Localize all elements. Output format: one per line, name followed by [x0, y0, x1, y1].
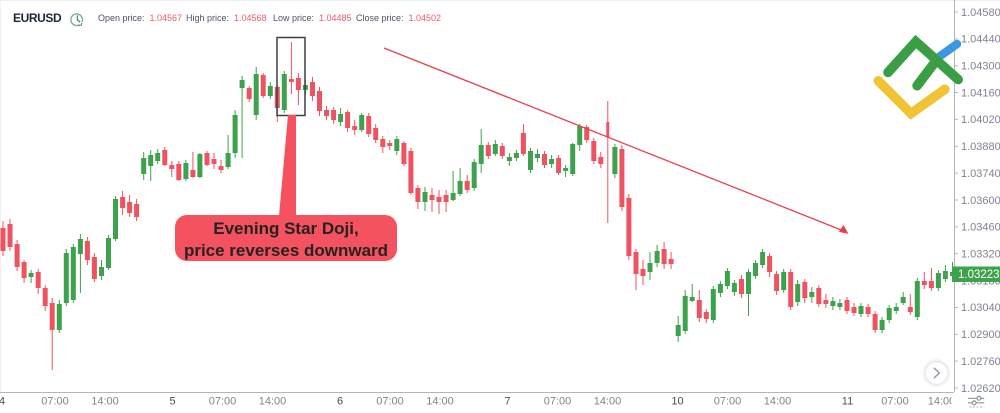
svg-text:5: 5 [169, 396, 175, 408]
svg-text:6: 6 [337, 396, 343, 408]
svg-text:14:00: 14:00 [259, 396, 287, 408]
svg-text:1.03223: 1.03223 [958, 269, 1000, 281]
svg-text:07:00: 07:00 [544, 396, 572, 408]
svg-text:1.04440: 1.04440 [961, 34, 1000, 46]
svg-text:1.03320: 1.03320 [961, 249, 1000, 261]
svg-text:10: 10 [671, 396, 683, 408]
svg-text:1.04020: 1.04020 [961, 114, 1000, 126]
svg-text:14:00: 14:00 [91, 396, 119, 408]
svg-text:1.03600: 1.03600 [961, 195, 1000, 207]
svg-text:1.04160: 1.04160 [961, 87, 1000, 99]
svg-text:1.04300: 1.04300 [961, 61, 1000, 73]
svg-text:07:00: 07:00 [376, 396, 404, 408]
svg-text:07:00: 07:00 [209, 396, 237, 408]
svg-text:1.02900: 1.02900 [961, 329, 1000, 341]
svg-text:1.02620: 1.02620 [961, 383, 1000, 395]
svg-text:1.02760: 1.02760 [961, 356, 1000, 368]
svg-text:1.03880: 1.03880 [961, 141, 1000, 153]
svg-text:14:00: 14:00 [928, 396, 956, 408]
svg-text:1.03740: 1.03740 [961, 168, 1000, 180]
svg-text:4: 4 [0, 396, 5, 408]
svg-text:1.04580: 1.04580 [961, 7, 1000, 19]
svg-text:14:00: 14:00 [426, 396, 454, 408]
svg-text:7: 7 [504, 396, 510, 408]
svg-text:1.03040: 1.03040 [961, 302, 1000, 314]
svg-text:1.03460: 1.03460 [961, 222, 1000, 234]
svg-text:14:00: 14:00 [594, 396, 622, 408]
svg-text:07:00: 07:00 [41, 396, 69, 408]
svg-text:11: 11 [842, 396, 853, 408]
svg-text:14:00: 14:00 [764, 396, 792, 408]
svg-text:07:00: 07:00 [714, 396, 742, 408]
svg-text:07:00: 07:00 [881, 396, 909, 408]
